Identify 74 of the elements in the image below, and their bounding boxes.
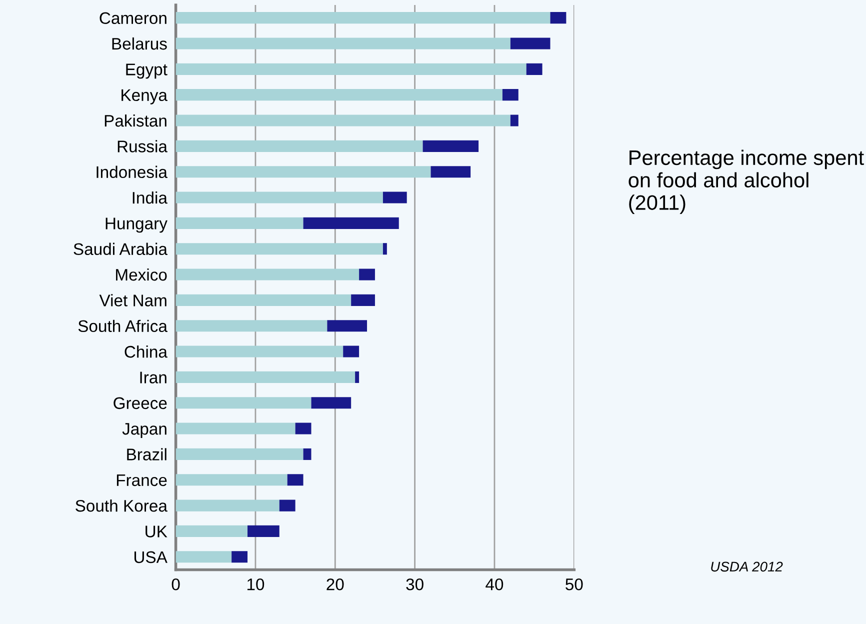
x-tick-label: 40 xyxy=(486,578,504,590)
y-tick-label: Belarus xyxy=(112,37,167,50)
y-tick-label: Pakistan xyxy=(104,114,166,127)
bar xyxy=(176,192,383,204)
bar xyxy=(176,268,360,280)
bar xyxy=(303,448,312,460)
bar xyxy=(430,166,471,178)
bar xyxy=(279,500,296,512)
y-tick-label: South Korea xyxy=(76,500,168,512)
x-tick-label: 50 xyxy=(566,578,583,590)
y-tick-label: Mexico xyxy=(116,268,167,281)
y-tick-label: UK xyxy=(146,526,168,538)
bar xyxy=(502,89,518,101)
y-tick-label: Viet Nam xyxy=(99,294,166,306)
y-tick-label: South Africa xyxy=(78,320,168,332)
bar xyxy=(382,192,407,204)
bar xyxy=(176,294,352,306)
bar xyxy=(176,397,312,409)
y-tick-label: Egypt xyxy=(126,64,168,79)
bar xyxy=(176,371,356,383)
bar xyxy=(176,551,232,563)
bar xyxy=(510,38,550,50)
bar xyxy=(343,346,360,358)
y-tick-label: USA xyxy=(134,551,168,564)
x-tick-label: 10 xyxy=(247,578,264,590)
y-tick-label: Indonesia xyxy=(96,166,168,178)
bar xyxy=(176,422,296,434)
bar xyxy=(176,114,510,126)
bar xyxy=(176,320,328,332)
bar xyxy=(311,397,352,409)
bar xyxy=(526,63,542,75)
bar xyxy=(176,525,248,537)
bar xyxy=(287,474,304,486)
x-tick-label: 20 xyxy=(326,578,344,590)
y-tick-label: China xyxy=(124,345,168,358)
bar xyxy=(176,474,288,486)
bar xyxy=(176,140,423,152)
y-tick-label: Greece xyxy=(114,397,167,410)
y-tick-label: Russia xyxy=(118,140,168,152)
y-tick-label: Hungary xyxy=(106,218,168,233)
bar xyxy=(176,166,431,178)
bar xyxy=(422,140,479,152)
bar xyxy=(176,448,304,460)
y-tick-label: Cameron xyxy=(100,12,166,24)
bar xyxy=(232,551,248,563)
bar xyxy=(176,346,344,358)
bar xyxy=(176,500,280,512)
bar xyxy=(510,114,518,126)
x-tick-label: 0 xyxy=(172,578,180,590)
y-tick-label: Saudi Arabia xyxy=(74,242,168,256)
bar xyxy=(359,268,375,280)
bar xyxy=(176,217,304,229)
bar xyxy=(295,422,312,434)
y-tick-label: Iran xyxy=(140,372,166,384)
y-tick-label: France xyxy=(116,474,167,486)
text: Percentage income spent on food and alcohol (2011) xyxy=(628,150,864,214)
bar xyxy=(176,12,550,24)
bar xyxy=(550,12,566,24)
bar xyxy=(176,63,526,75)
x-tick-label: 30 xyxy=(406,578,424,590)
bar xyxy=(382,243,387,255)
bar xyxy=(351,294,375,306)
text: USDA 2012 xyxy=(711,562,783,572)
y-tick-label: India xyxy=(132,191,168,204)
bar xyxy=(327,320,368,332)
bar xyxy=(303,217,399,229)
bar xyxy=(248,525,280,537)
bar xyxy=(176,243,383,255)
y-tick-label: Kenya xyxy=(122,89,168,104)
bar xyxy=(176,38,510,50)
bar xyxy=(355,371,360,383)
y-tick-label: Japan xyxy=(122,423,166,438)
y-tick-label: Brazil xyxy=(127,448,166,460)
bar xyxy=(176,89,502,101)
